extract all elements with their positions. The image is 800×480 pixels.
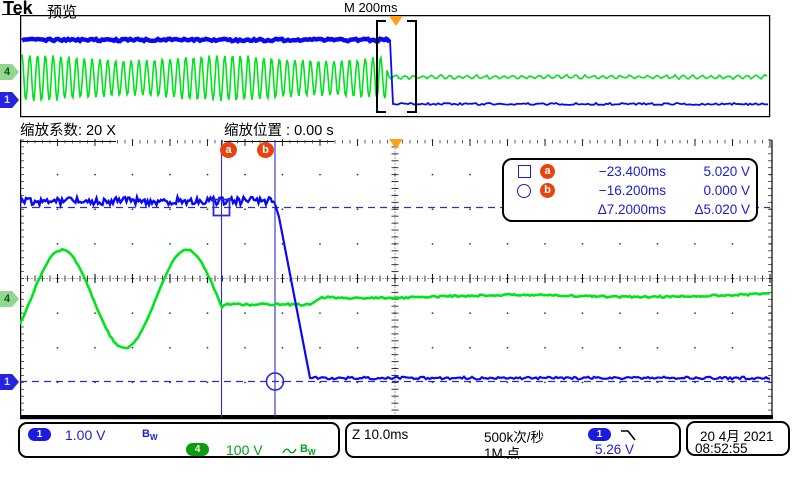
channel-settings-box[interactable]: 1 1.00 V BW 4 100 V BW [18, 422, 340, 458]
cursor-a-voltage-readout: 5.020 V [703, 164, 750, 179]
ch1-position-marker-overview[interactable]: 1 [0, 92, 19, 108]
main-waveform-view [20, 139, 773, 420]
ch4-trace-overview [21, 54, 768, 103]
zoom-position-label[interactable]: 缩放位置 : 0.00 s [224, 119, 334, 142]
cursor-delta-voltage-readout: Δ5.020 V [694, 202, 750, 217]
datetime-box: 20 4月 2021 08:52:55 [686, 421, 790, 456]
ch1-bandwidth-limit-icon: BW [142, 428, 158, 443]
ch1-trace-main-low [273, 203, 771, 381]
ch1-scale-readout[interactable]: 1.00 V [65, 427, 106, 443]
ch4-badge[interactable]: 4 [186, 443, 209, 456]
ch1-position-marker-main[interactable]: 1 [0, 374, 19, 390]
main-bottom-border [20, 415, 773, 420]
cursor-a-time-readout: −23.400ms [598, 164, 666, 179]
cursor-b-badge[interactable]: b [257, 142, 274, 158]
zoom-factor-label[interactable]: 缩放系数: 20 X [20, 119, 116, 142]
overview-record-view [20, 15, 771, 118]
trigger-level-readout[interactable]: 5.26 V [595, 442, 635, 457]
cursor-delta-time-readout: Δ7.2000ms [597, 202, 666, 217]
ch4-position-marker-overview[interactable]: 4 [0, 64, 19, 80]
ch4-bandwidth-limit-icon: BW [300, 443, 316, 458]
cursor-a-row-badge: a [540, 164, 555, 179]
record-length-readout: 1M 点 [484, 446, 521, 461]
cursor-readout-box: a −23.400ms 5.020 V b −16.200ms 0.000 V … [502, 158, 758, 222]
cursor-b-time-readout: −16.200ms [598, 183, 666, 198]
cursor-b-circle-icon [517, 183, 531, 198]
cursor-a-square-icon [518, 165, 531, 178]
date-readout: 20 4月 2021 [700, 429, 774, 444]
cursor-b-voltage-readout: 0.000 V [703, 183, 750, 198]
zoom-timebase-readout[interactable]: Z 10.0ms [352, 427, 409, 442]
trigger-falling-slope-icon [621, 430, 636, 441]
ch4-trace-main [20, 247, 771, 350]
acquisition-mode-label: 预览 [47, 4, 78, 21]
ch1-badge[interactable]: 1 [28, 428, 51, 441]
zoom-window-bracket[interactable] [376, 20, 417, 113]
trigger-position-marker-main-icon[interactable] [389, 139, 403, 149]
ch4-scale-readout[interactable]: 100 V [226, 442, 263, 458]
cursor-a-waveform-marker[interactable] [212, 198, 231, 217]
ch4-ac-coupling-icon [282, 448, 297, 454]
overview-window-border [20, 15, 771, 118]
trigger-position-marker-overview-icon[interactable] [389, 16, 403, 26]
cursor-b-row-badge: b [540, 183, 555, 198]
ch1-trace-overview-high [21, 36, 392, 44]
ch1-trace-overview-low [389, 39, 769, 107]
cursor-b-waveform-marker[interactable] [265, 372, 285, 391]
main-timebase-label[interactable]: M 200ms [344, 0, 398, 15]
acquisition-rate-readout: 500k次/秒 [484, 430, 545, 445]
header-divider [2, 14, 20, 15]
ch1-trace-main-high [20, 192, 276, 210]
cursor-a-badge[interactable]: a [220, 142, 237, 158]
time-readout: 08:52:55 [695, 441, 748, 456]
brand-logo: Tek [3, 0, 33, 18]
acquisition-trigger-box[interactable]: Z 10.0ms 500k次/秒 1M 点 1 5.26 V [345, 422, 681, 461]
trigger-source-badge[interactable]: 1 [588, 428, 611, 441]
ch4-position-marker-main[interactable]: 4 [0, 291, 19, 307]
